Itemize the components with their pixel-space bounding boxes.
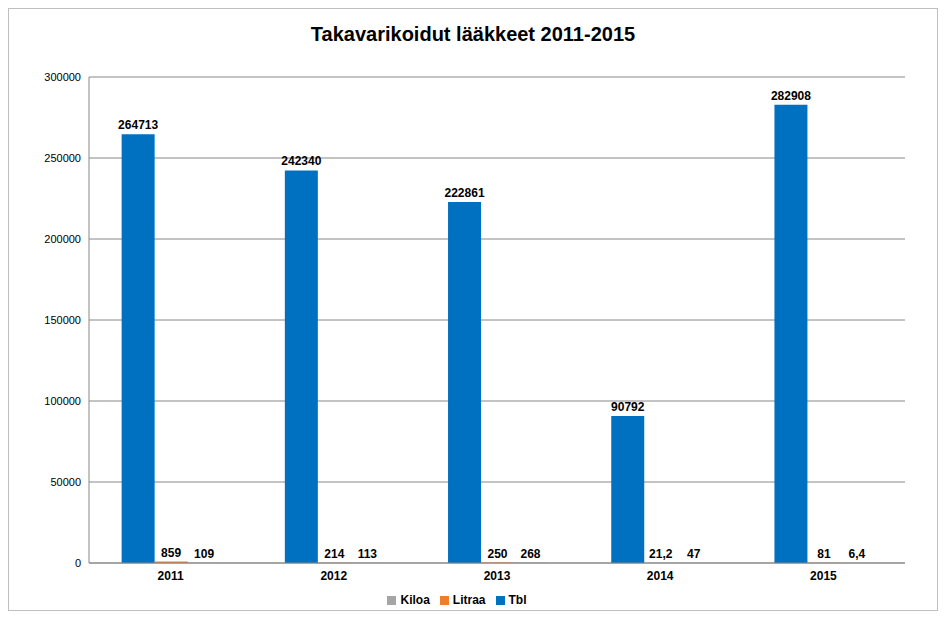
svg-text:200000: 200000 <box>44 233 81 245</box>
svg-text:2011: 2011 <box>158 569 184 583</box>
svg-text:109: 109 <box>194 547 214 561</box>
svg-text:47: 47 <box>687 547 701 561</box>
svg-text:100000: 100000 <box>44 395 81 407</box>
svg-text:150000: 150000 <box>44 314 81 326</box>
svg-text:113: 113 <box>358 547 378 561</box>
svg-text:90792: 90792 <box>611 400 645 414</box>
svg-text:0: 0 <box>75 557 81 569</box>
svg-text:222861: 222861 <box>445 186 485 200</box>
svg-text:2015: 2015 <box>810 569 837 583</box>
svg-text:6,4: 6,4 <box>849 547 866 561</box>
svg-text:859: 859 <box>161 546 181 560</box>
html-text:Litraa: Litraa <box>452 593 486 607</box>
svg-text:50000: 50000 <box>50 476 81 488</box>
svg-text:282908: 282908 <box>771 89 811 103</box>
svg-text:2013: 2013 <box>484 569 511 583</box>
html-text:Takavarikoidut lääkkeet 2011-2: Takavarikoidut lääkkeet 2011-2015 <box>310 23 636 45</box>
svg-text:250000: 250000 <box>44 152 81 164</box>
svg-text:300000: 300000 <box>44 71 81 83</box>
svg-text:2012: 2012 <box>320 569 347 583</box>
svg-text:242340: 242340 <box>281 154 321 168</box>
svg-text:250: 250 <box>488 547 508 561</box>
html-text:Kiloa: Kiloa <box>400 593 430 607</box>
svg-text:264713: 264713 <box>118 118 158 132</box>
svg-text:268: 268 <box>521 547 541 561</box>
svg-text:21,2: 21,2 <box>649 547 673 561</box>
svg-text:214: 214 <box>324 547 344 561</box>
html-text:Tbl: Tbl <box>508 593 527 607</box>
svg-text:2014: 2014 <box>647 569 674 583</box>
svg-text:81: 81 <box>817 547 831 561</box>
